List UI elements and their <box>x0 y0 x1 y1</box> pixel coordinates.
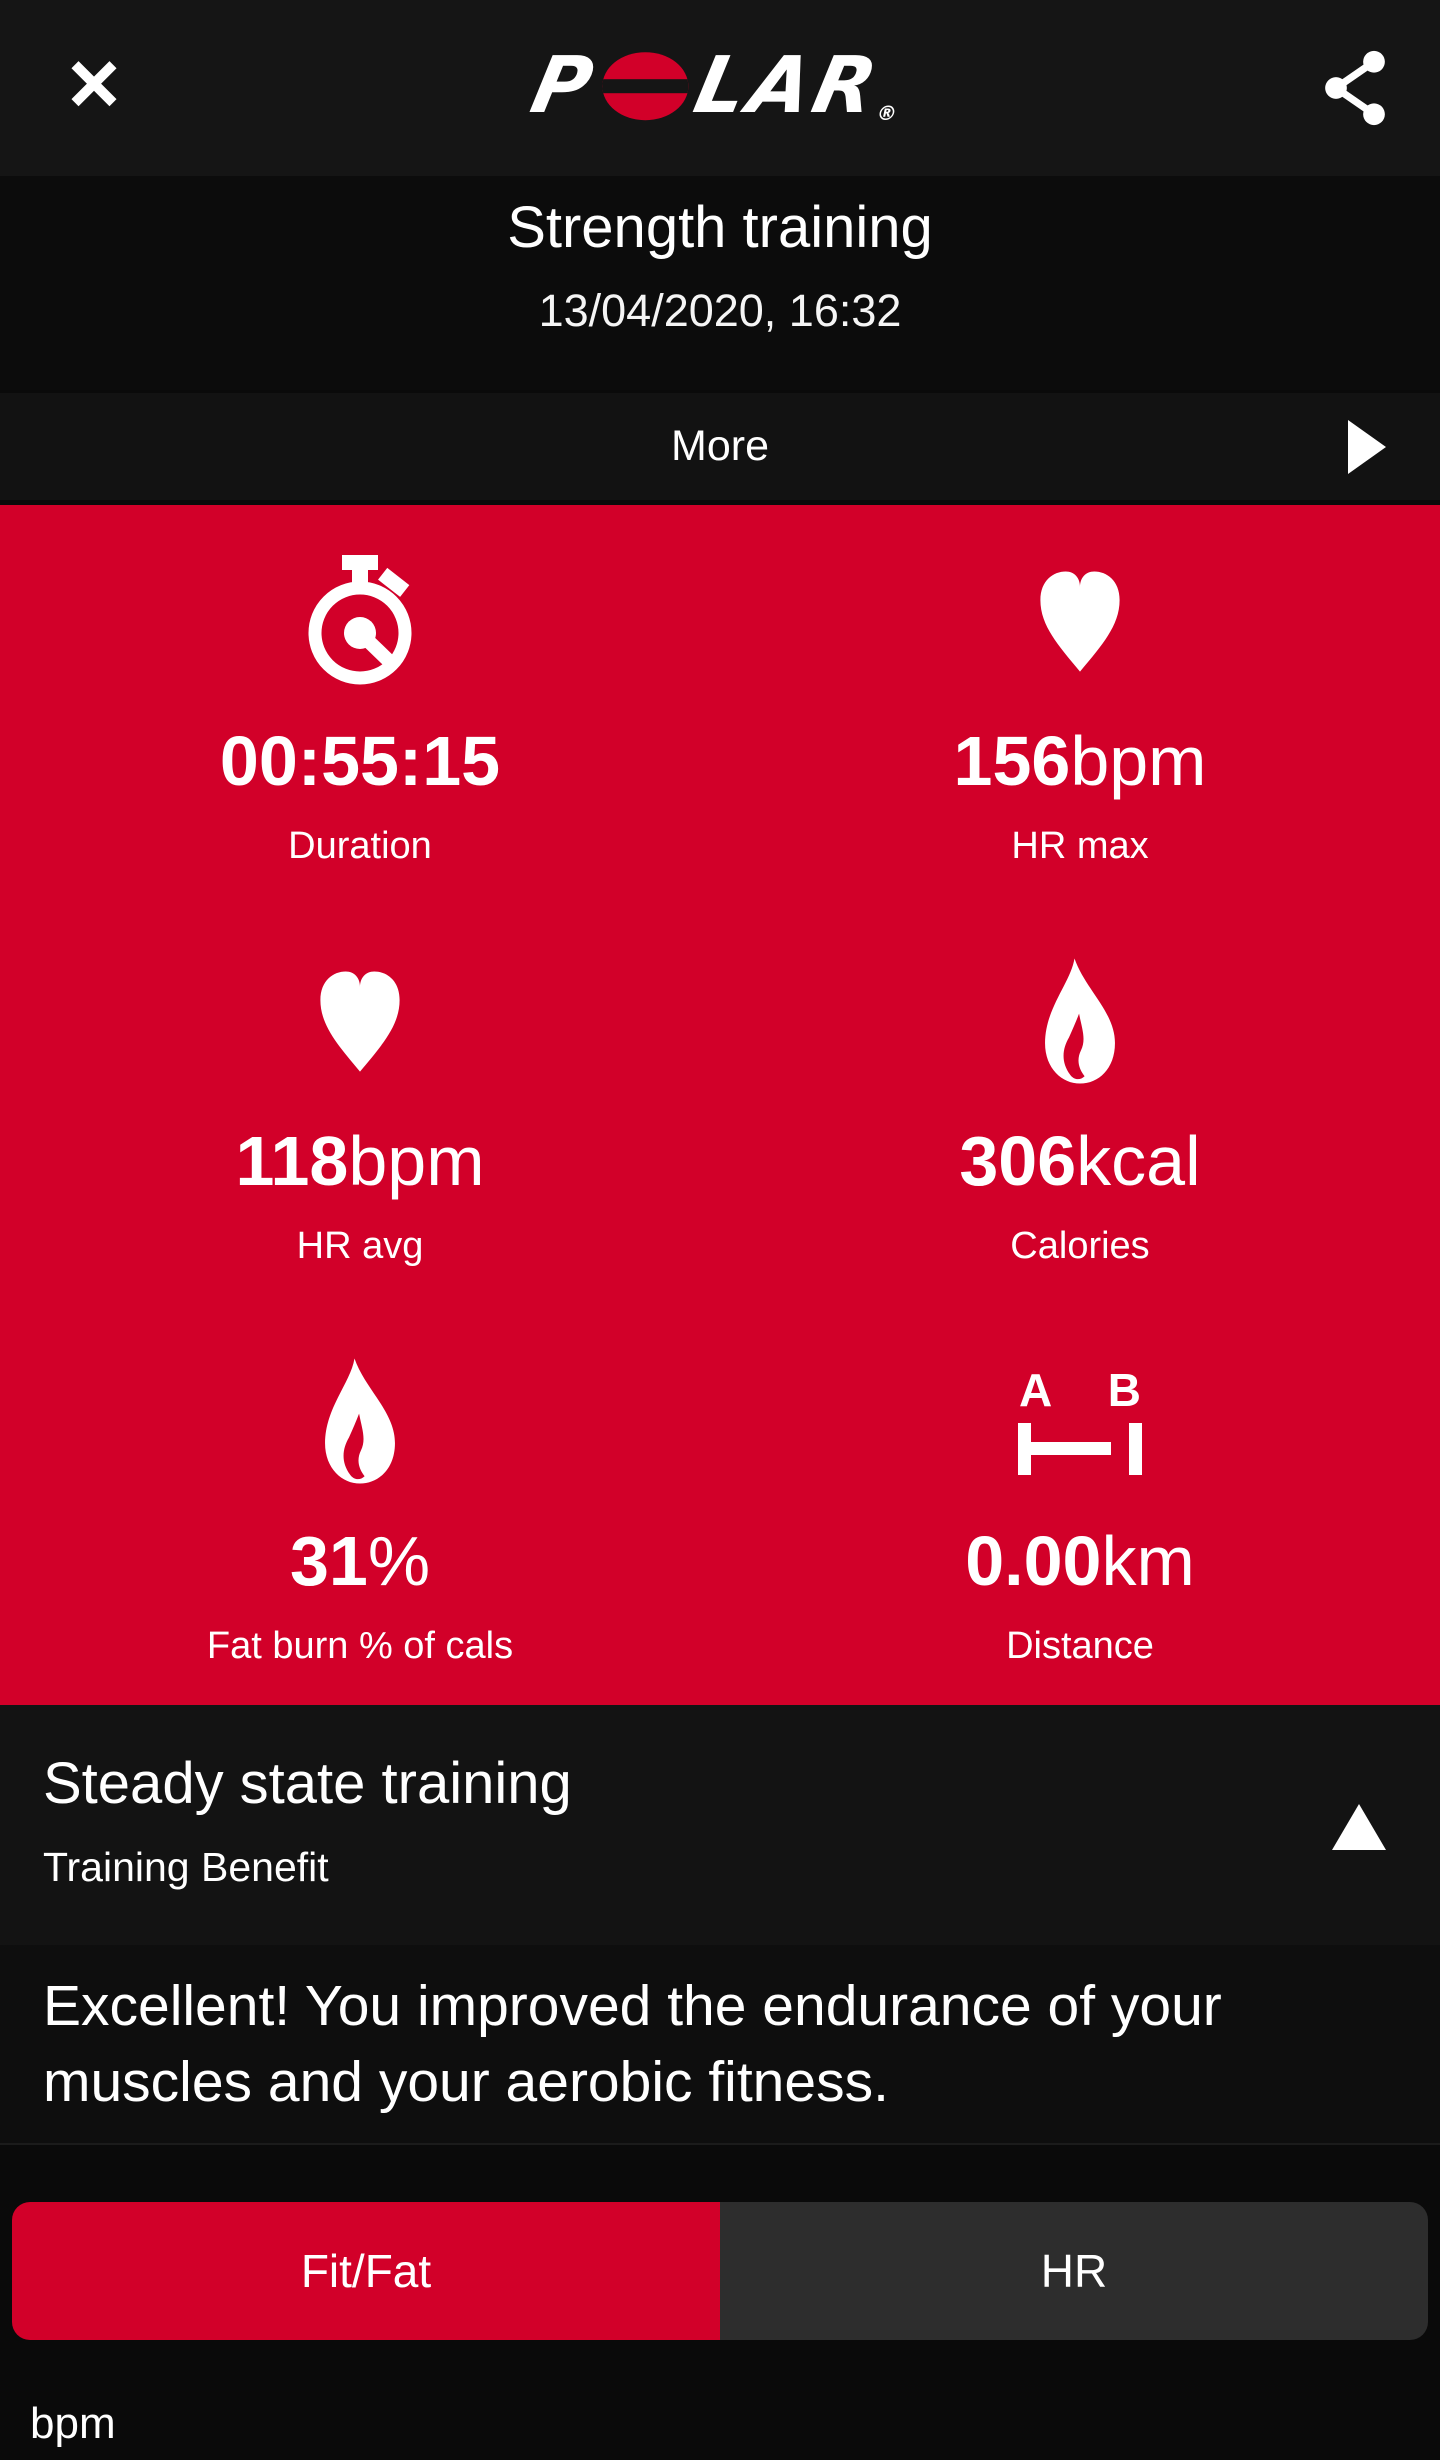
stat-unit: bpm <box>1070 722 1207 800</box>
stat-calories: 306kcal Calories <box>720 905 1440 1305</box>
page-title: Strength training <box>507 195 933 260</box>
polar-logo: P LAR ® <box>524 41 906 132</box>
stat-label: Duration <box>288 825 432 867</box>
more-button[interactable]: More <box>0 390 1440 505</box>
stat-value: 31 <box>289 1522 368 1600</box>
stat-duration: 00:55:15 Duration <box>0 505 720 905</box>
session-header: Strength training 13/04/2020, 16:32 <box>0 176 1440 390</box>
benefit-description: Excellent! You improved the endurance of… <box>43 1974 1222 2114</box>
heart-icon <box>320 971 400 1072</box>
benefit-title: Steady state training <box>43 1751 572 1816</box>
distance-icon-b: B <box>1107 1364 1141 1416</box>
stat-distance: A B 0.00km Distance <box>720 1305 1440 1705</box>
chevron-up-icon <box>1332 1804 1386 1850</box>
share-icon <box>1325 50 1385 126</box>
polar-logo-o <box>602 52 689 121</box>
stat-label: HR max <box>1011 825 1149 867</box>
distance-icon-a: A <box>1019 1364 1053 1416</box>
flame-icon <box>1045 958 1115 1084</box>
polar-logo-letter-p: P <box>523 41 605 132</box>
stat-value: 00:55:15 <box>219 722 501 800</box>
stat-unit: bpm <box>348 1122 485 1200</box>
stat-hr-max: 156bpm HR max <box>720 505 1440 905</box>
benefit-subtitle: Training Benefit <box>43 1844 329 1890</box>
chevron-right-icon <box>1348 419 1386 474</box>
stat-value: 156 <box>953 722 1071 800</box>
polar-logo-letters-lar: LAR <box>686 41 889 132</box>
close-button[interactable] <box>58 48 130 120</box>
stopwatch-icon <box>308 555 412 685</box>
flame-icon <box>325 1358 395 1484</box>
tab-hr[interactable]: HR <box>720 2202 1428 2340</box>
stat-label: HR avg <box>296 1225 424 1267</box>
stat-label: Distance <box>1006 1625 1154 1667</box>
stat-fat-burn: 31% Fat burn % of cals <box>0 1305 720 1705</box>
stat-hr-avg: 118bpm HR avg <box>0 905 720 1305</box>
top-bar: P LAR ® <box>0 0 1440 176</box>
stat-label: Fat burn % of cals <box>206 1625 514 1667</box>
more-label: More <box>671 422 769 470</box>
collapse-button[interactable] <box>1324 1797 1394 1857</box>
training-benefit-header: Steady state training Training Benefit <box>0 1705 1440 1945</box>
stat-value: 118 <box>235 1122 349 1200</box>
y-axis-unit-label: bpm <box>30 2399 116 2448</box>
close-icon <box>71 61 117 107</box>
chart-tabbar: Fit/Fat HR <box>12 2202 1428 2340</box>
chart-area: Fit/Fat HR bpm <box>0 2202 1440 2460</box>
stats-grid: 00:55:15 Duration 156bpm HR max 118b <box>0 505 1440 1705</box>
session-datetime: 13/04/2020, 16:32 <box>538 285 902 336</box>
share-button[interactable] <box>1316 48 1394 128</box>
stat-value: 306 <box>959 1122 1077 1200</box>
registered-mark: ® <box>874 101 904 126</box>
benefit-description-section: Excellent! You improved the endurance of… <box>0 1945 1440 2145</box>
stat-value: 0.00 <box>965 1522 1102 1600</box>
heart-icon <box>1040 571 1120 672</box>
distance-icon: A B <box>1018 1367 1142 1475</box>
stat-unit: kcal <box>1076 1122 1201 1200</box>
stat-label: Calories <box>1010 1225 1150 1267</box>
tab-fit-fat[interactable]: Fit/Fat <box>12 2202 720 2340</box>
stat-unit: km <box>1101 1522 1195 1600</box>
stat-unit: % <box>367 1522 431 1600</box>
